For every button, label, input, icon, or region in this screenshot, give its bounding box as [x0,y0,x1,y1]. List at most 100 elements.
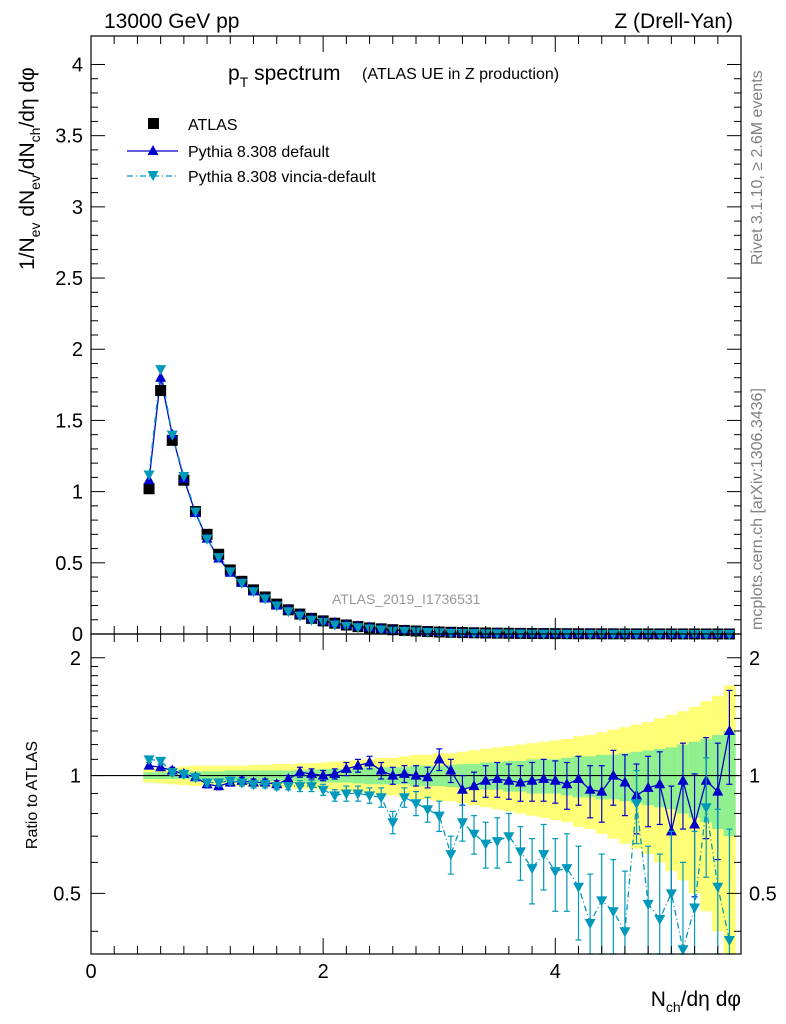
ratio-point-pythia-vincia [213,778,225,789]
pythia-vincia-point [236,578,248,589]
pythia-vincia-point [398,626,410,637]
pythia-vincia-point [248,587,259,598]
ratio-point-pythia-vincia [398,793,410,804]
main-y-tick-label: 1.5 [55,410,83,432]
pythia-vincia-point [538,629,550,640]
ratio-point-pythia-vincia [561,864,573,875]
legend-label-pythia-default: Pythia 8.308 default [188,144,330,161]
ratio-point-pythia-vincia [723,936,735,947]
ratio-point-pythia-vincia [422,805,434,816]
ratio-point-pythia-default [561,778,573,789]
main-panel: 0 0.5 1 1.5 2 2.5 3 3.5 4 pT spectrum (ATLAS UE … [16,35,742,646]
ratio-point-pythia-vincia [677,945,689,956]
ratio-y-tick-label-right: 0.5 [749,883,777,905]
ratio-y-axis-label: Ratio to ATLAS [24,741,41,849]
ratio-point-pythia-vincia [631,799,643,810]
pythia-vincia-point [306,615,318,626]
ratio-point-pythia-vincia [178,769,190,780]
ratio-point-pythia-vincia [445,850,457,861]
ratio-point-pythia-default [306,767,318,778]
legend-item-atlas: ATLAS [148,117,238,134]
ratio-point-pythia-vincia [712,882,724,893]
plot-title-main: p [228,62,240,85]
ratio-point-pythia-vincia [375,793,387,804]
pythia-vincia-point [700,629,712,640]
ratio-point-pythia-default [596,785,608,796]
ratio-point-pythia-vincia [619,927,631,938]
pythia-vincia-point [654,629,666,640]
x-tick-label: 4 [550,961,561,983]
pythia-default-point [155,371,167,382]
ratio-point-pythia-vincia [503,832,515,843]
main-y-tick-label: 1 [72,482,83,504]
atlas-point [143,483,155,495]
ratio-point-pythia-vincia [294,782,306,793]
ratio-point-pythia-default [573,772,584,783]
ratio-point-pythia-default [723,724,735,735]
ratio-point-pythia-vincia [607,907,619,918]
analysis-label: ATLAS_2019_I1736531 [332,591,481,607]
ratio-y-ticks: 0.5 0.5 1 1 2 2 [53,648,777,932]
pythia-vincia-point [329,620,341,631]
mcplots-label: mcplots.cern.ch [arXiv:1306.3436] [749,388,766,630]
header-right: Z (Drell-Yan) [614,10,733,33]
pythia-vincia-point [723,629,735,640]
pythia-vincia-point [282,607,294,618]
ratio-point-pythia-vincia [491,837,503,848]
pythia-vincia-point [271,601,283,612]
ratio-point-pythia-default [677,774,689,785]
ratio-point-pythia-default [445,764,457,775]
ratio-band-stat [665,747,678,810]
pythia-vincia-point [561,629,573,640]
ratio-point-pythia-vincia [259,780,271,791]
legend-marker-pythia-default [147,145,159,155]
pythia-vincia-point [259,594,271,605]
ratio-point-pythia-default [607,769,619,780]
ratio-point-pythia-default [398,767,410,778]
ratio-series [143,689,735,956]
ratio-point-pythia-default [491,772,503,783]
pythia-vincia-point [178,471,190,482]
ratio-point-pythia-vincia [514,847,526,858]
ratio-point-pythia-vincia [689,903,701,914]
ratio-point-pythia-default [526,774,538,785]
ratio-y-tick-label-right: 1 [749,766,760,788]
ratio-point-pythia-vincia [410,799,422,810]
ratio-point-pythia-vincia [236,778,248,789]
legend-item-pythia-vincia: Pythia 8.308 vincia-default [127,169,376,186]
main-y-tick-label: 2.5 [55,268,83,290]
ratio-point-pythia-vincia [456,818,468,829]
ratio-point-pythia-default [456,783,468,794]
pythia-vincia-point [677,629,689,640]
legend-marker-pythia-vincia [147,171,159,181]
ratio-point-pythia-vincia [573,882,584,893]
ratio-point-pythia-vincia [526,864,538,875]
ratio-point-pythia-default [468,780,480,791]
pythia-vincia-point [201,534,213,545]
ratio-point-pythia-vincia [468,829,480,840]
ratio-point-pythia-vincia [433,811,445,822]
ratio-point-pythia-default [375,764,387,775]
ratio-point-pythia-default [294,766,306,777]
ratio-point-pythia-vincia [642,899,654,910]
main-y-tick-label: 2 [72,339,83,361]
ratio-point-pythia-default [665,825,677,836]
ratio-point-pythia-default [514,776,526,787]
pythia-vincia-point [607,629,619,640]
pythia-vincia-point [189,507,201,518]
ratio-point-pythia-vincia [155,756,167,767]
ratio-point-pythia-vincia [306,782,318,793]
ratio-point-pythia-vincia [480,839,492,850]
ratio-point-pythia-default [654,778,666,789]
pythia-vincia-point [213,553,225,564]
pythia-vincia-point [224,567,236,578]
legend-marker-atlas [148,118,159,129]
ratio-point-pythia-vincia [665,889,677,900]
ratio-point-pythia-default [480,774,492,785]
ratio-point-pythia-vincia [329,791,341,802]
ratio-point-pythia-vincia [248,780,259,791]
x-tick-label: 0 [85,961,96,983]
ratio-point-pythia-default [410,769,422,780]
main-y-ticks: 0 0.5 1 1.5 2 2.5 3 3.5 4 [55,54,741,646]
